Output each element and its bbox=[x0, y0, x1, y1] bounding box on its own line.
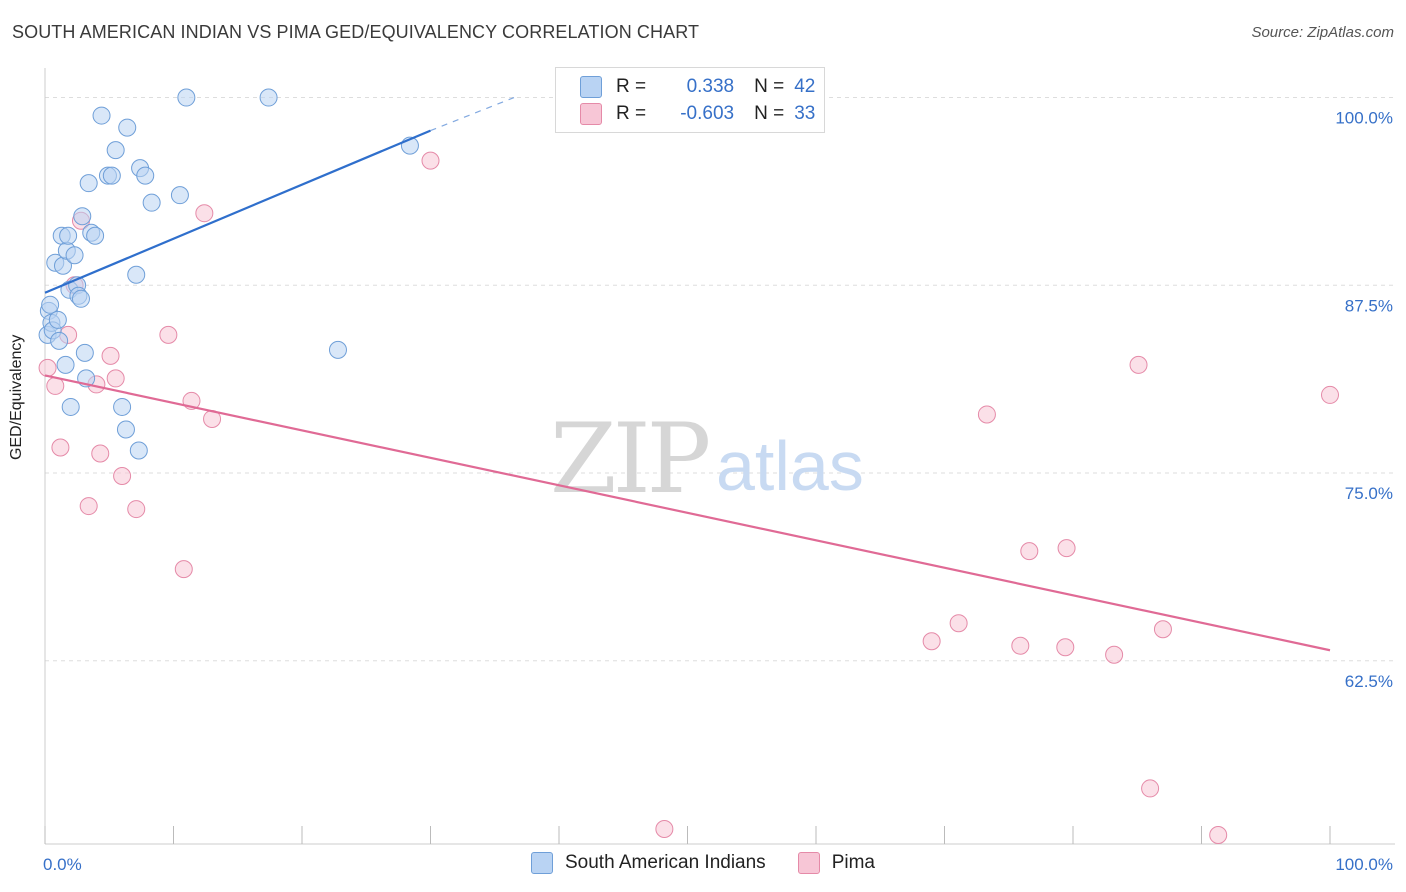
pima-point bbox=[1321, 385, 1339, 404]
pima-point bbox=[1129, 355, 1148, 374]
legend-r-label: R = bbox=[616, 76, 647, 97]
south-american-indians-point bbox=[106, 141, 125, 160]
legend-n-value: 33 bbox=[794, 103, 816, 124]
south-american-indians-point bbox=[177, 88, 196, 107]
pima-point bbox=[1011, 636, 1030, 655]
legend-row-pink: R = -0.603 N = 33 bbox=[580, 102, 815, 126]
pima-point bbox=[159, 325, 178, 344]
legend-row-blue: R = 0.338 N = 42 bbox=[580, 75, 815, 99]
y-tick-label: 62.5% bbox=[1345, 672, 1393, 691]
legend-n-value: 42 bbox=[794, 76, 816, 97]
y-tick-label: 100.0% bbox=[1335, 109, 1393, 128]
south-american-indians-point bbox=[73, 207, 92, 226]
south-american-indians-point bbox=[328, 340, 347, 359]
pima-point bbox=[1209, 825, 1228, 844]
south-american-indians-point bbox=[102, 166, 121, 185]
watermark-zip: ZIP bbox=[550, 403, 709, 515]
south-american-indians-point bbox=[59, 226, 78, 245]
pima-point bbox=[79, 497, 98, 516]
pink-trend-line bbox=[44, 374, 1331, 652]
south-american-indians-point bbox=[92, 106, 111, 125]
blue-trend-line bbox=[44, 129, 431, 294]
series-legend: South American Indians Pima bbox=[0, 852, 1406, 874]
south-american-indians-point bbox=[259, 88, 278, 107]
legend-label-south-american-indians: South American Indians bbox=[565, 852, 766, 873]
pima-point bbox=[113, 467, 132, 486]
axes bbox=[44, 68, 1395, 845]
south-american-indians-point bbox=[113, 397, 132, 416]
south-american-indians-point bbox=[116, 420, 135, 439]
pima-point bbox=[1153, 620, 1172, 639]
legend-r-label: R = bbox=[616, 103, 647, 124]
south-american-indians-point bbox=[50, 331, 69, 350]
pima-point bbox=[127, 500, 146, 519]
pima-point bbox=[91, 444, 110, 463]
pima-point bbox=[174, 560, 193, 579]
pima-point bbox=[1056, 638, 1075, 657]
tick-labels: 62.5% 75.0% 87.5% 100.0% 0.0% 100.0% bbox=[43, 109, 1393, 874]
pima-point bbox=[1057, 539, 1076, 558]
south-american-indians-points bbox=[38, 88, 419, 460]
south-american-indians-point bbox=[129, 441, 148, 460]
legend-swatch-blue bbox=[580, 76, 602, 98]
y-tick-label: 87.5% bbox=[1345, 296, 1393, 315]
legend-item-pima[interactable]: Pima bbox=[797, 852, 875, 874]
south-american-indians-point bbox=[61, 397, 80, 416]
watermark-atlas: atlas bbox=[716, 427, 864, 505]
south-american-indians-point bbox=[56, 355, 75, 374]
south-american-indians-point bbox=[86, 226, 105, 245]
legend-r-value: -0.603 bbox=[680, 103, 735, 124]
correlation-legend: R = 0.338 N = 42 R = -0.603 N = 33 bbox=[555, 67, 825, 133]
watermark: ZIP atlas bbox=[550, 403, 864, 515]
pima-point bbox=[1141, 779, 1160, 798]
pima-point bbox=[1020, 542, 1039, 561]
pima-point bbox=[977, 405, 996, 424]
grid-lines bbox=[45, 97, 1395, 662]
legend-swatch-blue bbox=[531, 852, 553, 874]
legend-label-pima: Pima bbox=[831, 852, 875, 873]
south-american-indians-point bbox=[127, 265, 146, 284]
legend-swatch-pink bbox=[797, 852, 820, 874]
y-tick-label: 75.0% bbox=[1345, 484, 1393, 503]
trend-lines bbox=[44, 96, 1331, 652]
legend-item-south-american-indians[interactable]: South American Indians bbox=[531, 852, 766, 874]
y-axis-label: GED/Equivalency bbox=[8, 334, 25, 460]
south-american-indians-point bbox=[170, 186, 189, 205]
legend-swatch-pink bbox=[580, 103, 602, 125]
source-label: Source: ZipAtlas.com bbox=[1251, 24, 1394, 41]
pima-point bbox=[655, 819, 674, 838]
south-american-indians-point bbox=[136, 166, 155, 185]
pima-point bbox=[51, 438, 70, 457]
pima-point bbox=[922, 632, 941, 651]
x-tick-label: 0.0% bbox=[43, 855, 82, 874]
south-american-indians-point bbox=[79, 174, 98, 193]
pima-point bbox=[949, 614, 968, 633]
south-american-indians-point bbox=[48, 310, 67, 329]
x-tick-label: 100.0% bbox=[1335, 855, 1393, 874]
blue-trend-extension bbox=[430, 96, 515, 132]
pima-point bbox=[106, 369, 125, 388]
south-american-indians-point bbox=[142, 193, 161, 212]
south-american-indians-point bbox=[118, 118, 137, 137]
legend-r-value: 0.338 bbox=[686, 76, 735, 97]
legend-n-label: N = bbox=[754, 103, 785, 124]
pima-point bbox=[38, 358, 57, 377]
pima-point bbox=[195, 204, 214, 223]
chart-title: SOUTH AMERICAN INDIAN VS PIMA GED/EQUIVA… bbox=[12, 22, 700, 42]
south-american-indians-point bbox=[65, 246, 84, 265]
south-american-indians-point bbox=[41, 295, 60, 314]
pima-point bbox=[101, 346, 120, 365]
pima-point bbox=[421, 151, 440, 170]
south-american-indians-point bbox=[71, 289, 90, 308]
legend-n-label: N = bbox=[754, 76, 785, 97]
south-american-indians-point bbox=[75, 343, 94, 362]
pima-point bbox=[1105, 645, 1124, 664]
